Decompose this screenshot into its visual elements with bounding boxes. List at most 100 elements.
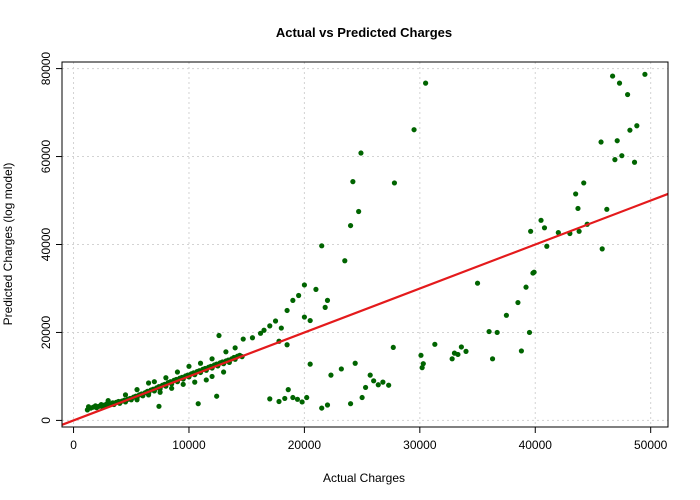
- data-point: [362, 384, 369, 391]
- data-point: [420, 361, 426, 367]
- data-point: [145, 380, 152, 386]
- data-point: [371, 378, 377, 384]
- data-point: [538, 217, 544, 223]
- data-point: [301, 282, 307, 288]
- data-point: [359, 394, 365, 401]
- data-point: [523, 284, 529, 290]
- data-point: [338, 366, 344, 372]
- data-point: [272, 318, 279, 324]
- data-point: [186, 363, 192, 369]
- data-point: [240, 336, 246, 342]
- data-point: [390, 344, 396, 351]
- data-point: [575, 205, 581, 212]
- data-point: [319, 243, 325, 249]
- data-point: [209, 356, 215, 362]
- data-points: [84, 71, 648, 413]
- x-tick-label: 10000: [172, 438, 206, 452]
- data-point: [599, 246, 605, 252]
- data-point: [290, 394, 296, 401]
- data-point: [145, 392, 152, 398]
- data-point: [423, 80, 429, 86]
- grid-lines: [62, 62, 668, 427]
- data-point: [531, 269, 537, 275]
- data-point: [324, 402, 331, 408]
- data-point: [105, 398, 111, 404]
- data-point: [197, 360, 204, 366]
- y-tick-label: 0: [39, 417, 53, 424]
- data-point: [609, 73, 616, 79]
- data-point: [307, 317, 313, 324]
- data-point: [347, 222, 354, 229]
- data-point: [195, 401, 201, 407]
- y-axis-label: Predicted Charges (log model): [1, 163, 15, 326]
- data-point: [642, 71, 648, 77]
- data-point: [285, 387, 291, 393]
- data-point: [604, 206, 610, 212]
- data-point: [619, 153, 625, 159]
- data-point: [282, 395, 288, 402]
- data-point: [267, 323, 273, 329]
- data-point: [489, 356, 496, 362]
- data-point: [299, 399, 305, 405]
- data-point: [290, 297, 296, 303]
- data-point: [614, 138, 620, 144]
- data-point: [625, 91, 631, 98]
- data-point: [612, 157, 618, 163]
- data-point: [503, 312, 509, 318]
- data-point: [278, 325, 284, 331]
- data-point: [322, 304, 328, 310]
- reference-line: [61, 192, 669, 426]
- data-point: [324, 297, 331, 303]
- data-point: [304, 394, 310, 401]
- data-point: [284, 307, 290, 314]
- data-point: [296, 292, 302, 299]
- data-point: [163, 375, 169, 381]
- x-axis: 0 10000 20000 30000 40000 50000: [70, 427, 668, 452]
- data-point: [411, 127, 417, 133]
- data-point: [449, 356, 455, 362]
- data-point: [249, 335, 256, 341]
- data-point: [358, 150, 364, 156]
- data-point: [342, 258, 348, 264]
- data-point: [598, 139, 604, 145]
- data-point: [267, 396, 273, 402]
- data-point: [261, 327, 267, 333]
- data-point: [350, 179, 356, 185]
- data-point: [232, 345, 238, 351]
- data-point: [221, 369, 227, 375]
- data-point: [541, 225, 548, 231]
- data-point: [432, 341, 438, 347]
- data-point: [216, 332, 222, 339]
- x-axis-label: Actual Charges: [323, 471, 405, 485]
- data-point: [347, 401, 354, 407]
- data-point: [555, 230, 561, 236]
- y-tick-label: 60000: [39, 140, 53, 174]
- data-point: [209, 373, 215, 380]
- data-point: [156, 403, 162, 409]
- data-point: [319, 405, 325, 411]
- data-point: [122, 392, 129, 398]
- data-point: [486, 328, 492, 335]
- y-tick-label: 80000: [39, 52, 53, 86]
- chart-title: Actual vs Predicted Charges: [276, 25, 452, 40]
- data-point: [419, 365, 425, 371]
- data-point: [526, 329, 533, 336]
- data-point: [352, 360, 358, 366]
- data-point: [380, 379, 386, 385]
- data-point: [515, 299, 521, 306]
- data-point: [418, 352, 424, 358]
- reference-line-segment: [61, 192, 669, 426]
- data-point: [581, 180, 587, 186]
- data-point: [214, 393, 220, 399]
- data-point: [463, 348, 469, 354]
- data-point: [276, 398, 282, 405]
- data-point: [180, 381, 186, 387]
- data-point: [391, 180, 398, 186]
- data-point: [375, 382, 381, 388]
- x-tick-label: 20000: [288, 438, 322, 452]
- data-point: [134, 387, 140, 393]
- data-point: [458, 344, 464, 350]
- data-point: [451, 350, 458, 356]
- data-point: [528, 228, 534, 234]
